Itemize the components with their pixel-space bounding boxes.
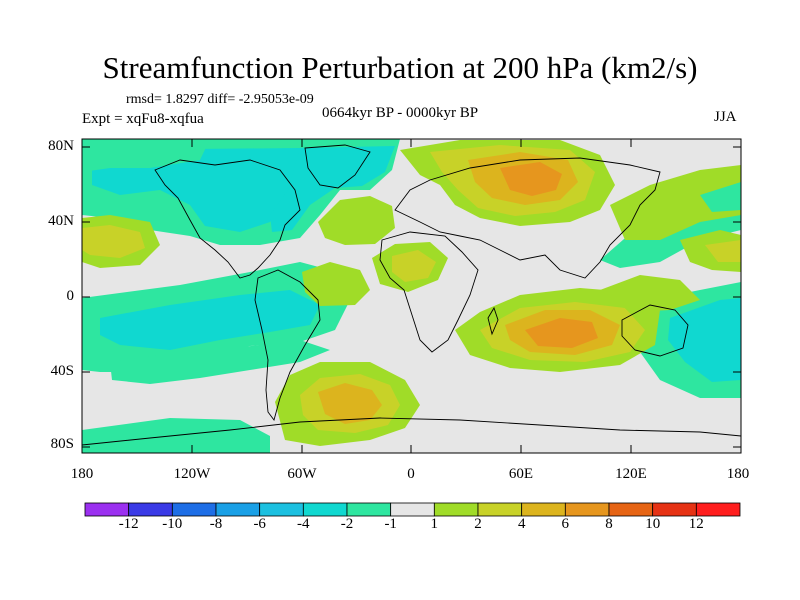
stats-text: rmsd= 1.8297 diff= -2.95053e-09 (126, 92, 314, 107)
colorbar-tick-label: 8 (605, 516, 613, 532)
contour-pos-south-atlantic-3 (318, 383, 382, 424)
contour-neg-north-pacific (82, 139, 210, 172)
contour-pos-pacific-east-2 (700, 182, 741, 212)
colorbar-swatch (608, 502, 654, 517)
colorbar-swatch (346, 502, 392, 517)
x-axis-label: 0 (407, 466, 415, 482)
season-label: JJA (714, 109, 737, 125)
colorbar-tick-label: 12 (688, 516, 704, 532)
colorbar-swatch (695, 502, 741, 517)
colorbar-swatch (433, 502, 479, 517)
contour-field (82, 139, 741, 453)
y-axis-label: 80S (50, 436, 74, 452)
x-axis-label: 180 (70, 466, 94, 482)
colorbar-tick-label: 1 (430, 516, 439, 532)
contour-pos-north-pacific-180-2 (82, 225, 145, 258)
contour-neg-north-america-inner (92, 148, 345, 232)
page-title: Streamfunction Perturbation at 200 hPa (… (102, 50, 698, 85)
x-axis-label: 60E (508, 466, 534, 482)
colorbar-tick-label: -1 (384, 516, 397, 532)
experiment-label: Expt = xqFu8-xqfua (82, 111, 204, 127)
axis-ticks (81, 139, 742, 453)
x-axis-label: 60W (287, 466, 317, 482)
x-axis-label: 120W (173, 466, 211, 482)
colorbar-tick-label: 10 (645, 516, 661, 532)
coast-greenland (304, 144, 371, 189)
colorbar (84, 502, 741, 517)
coast-south-america (254, 269, 321, 422)
colorbar-tick-label: -4 (297, 516, 310, 532)
contour-neg-west-pacific-south-inner (668, 298, 741, 382)
coastlines (82, 144, 741, 446)
colorbar-tick-label: -6 (253, 516, 266, 532)
contour-pos-east-pacific-south (600, 275, 700, 312)
contour-pos-atlantic-40n (318, 196, 395, 245)
coast-eurasia (394, 157, 661, 279)
colorbar-swatch (390, 502, 435, 517)
colorbar-swatch (564, 502, 610, 517)
colorbar-tick-label: 6 (561, 516, 570, 532)
x-axis-label: 180 (726, 466, 750, 482)
coast-africa (379, 231, 479, 353)
x-axis-label: 120E (615, 466, 647, 482)
contour-pos-eurasia-4 (500, 162, 562, 196)
coast-north-america (154, 159, 301, 279)
y-axis-label: 80N (48, 138, 74, 154)
period-label: 0664kyr BP - 0000kyr BP (322, 105, 479, 121)
contour-pos-sahara-2 (392, 250, 436, 282)
colorbar-swatch (171, 502, 217, 517)
coast-antarctica (82, 417, 741, 446)
colorbar-tick-label: -8 (209, 516, 223, 532)
colorbar-tick-label: -2 (340, 516, 354, 532)
colorbar-swatch (521, 502, 566, 517)
contour-pos-subtropical-band (302, 262, 370, 306)
y-axis-label: 40S (50, 363, 74, 379)
contour-neg-north-atlantic (270, 146, 395, 232)
contour-pos-central-pacific-2 (705, 240, 741, 262)
contour-pos-pacific-east (610, 165, 741, 240)
contour-neg-south-pacific-band (110, 340, 330, 384)
colorbar-swatch (652, 502, 697, 517)
contour-pos-southern-indian-4 (525, 318, 598, 348)
colorbar-swatch (128, 502, 173, 517)
colorbar-swatch (259, 502, 304, 517)
colorbar-swatch (215, 502, 261, 517)
colorbar-tick-label: 2 (474, 516, 482, 532)
colorbar-tick-label: -10 (162, 516, 183, 532)
colorbar-swatch (302, 502, 348, 517)
y-axis-label: 40N (48, 213, 74, 229)
colorbar-swatch (477, 502, 523, 517)
colorbar-tick-label: -12 (118, 516, 139, 532)
coast-australia (621, 304, 689, 357)
contour-neg-southern-tropics-inner (100, 290, 320, 350)
y-axis-label: 0 (66, 288, 75, 304)
colorbar-swatch (84, 502, 130, 517)
colorbar-tick-label: 4 (517, 516, 526, 532)
coast-madagascar (487, 306, 499, 336)
